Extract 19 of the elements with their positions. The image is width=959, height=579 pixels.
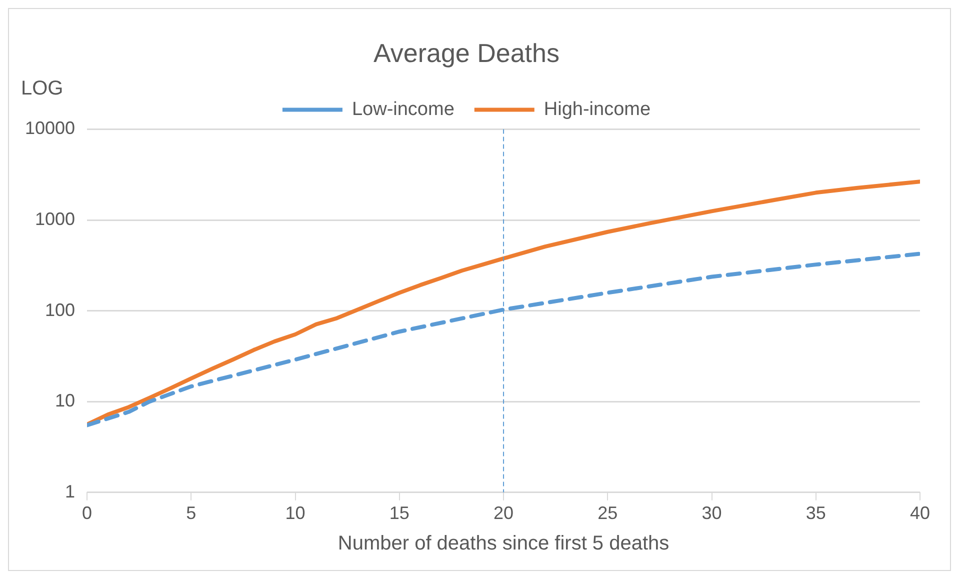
- chart-title: Average Deaths: [374, 38, 560, 68]
- x-tick-label: 35: [806, 503, 826, 524]
- x-tick-label: 20: [494, 503, 514, 524]
- x-tick-label: 15: [389, 503, 410, 524]
- y-tick-label: 1: [65, 481, 76, 502]
- legend-label: Low-income: [352, 98, 454, 120]
- y-tick-label: 1000: [35, 208, 76, 229]
- x-tick-label: 25: [598, 503, 618, 524]
- x-tick-label: 10: [285, 503, 306, 524]
- y-tick-label: 100: [45, 300, 76, 320]
- x-axis-title: Number of deaths since first 5 deaths: [338, 532, 670, 555]
- y-tick-label: 10000: [24, 118, 76, 138]
- x-tick-label: 5: [186, 503, 196, 524]
- legend-label: High-income: [544, 98, 651, 120]
- x-tick-label: 40: [910, 503, 930, 524]
- y-tick-label: 10: [55, 390, 76, 411]
- x-tick-label: 0: [82, 503, 92, 524]
- x-tick-label: 30: [702, 503, 722, 524]
- y-axis-title: LOG: [21, 78, 64, 100]
